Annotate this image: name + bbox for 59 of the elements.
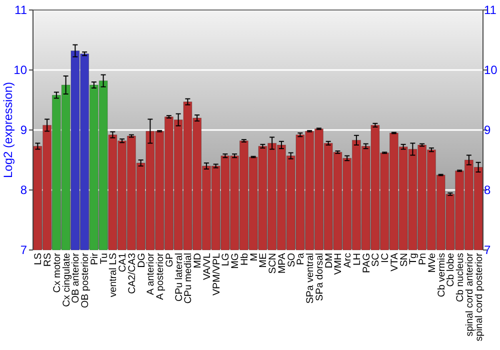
y2-tick-label: 7 [484, 243, 491, 258]
x-tick-label: Cb nucleus [454, 252, 466, 302]
x-tick-label: Pn [417, 253, 428, 265]
x-tick-label: GP [164, 252, 176, 268]
x-tick-label: VA/VL [202, 252, 213, 280]
x-tick-label: VMH [333, 253, 344, 275]
y-tick-label: 10 [14, 63, 28, 78]
x-tick-label: Cx cingulate [61, 252, 72, 307]
x-tick-label: spinal cord anterior [464, 252, 476, 336]
x-tick-label: Tg [408, 253, 420, 264]
x-tick-label: LG [220, 253, 232, 266]
x-tick-label: CA2/CA3 [126, 252, 138, 294]
x-tick-label: CA1 [117, 253, 128, 272]
x-tick-label: SC [370, 253, 382, 267]
x-tick-label: CPu medial [183, 253, 194, 304]
x-tick-label: Hb [239, 252, 250, 266]
x-tick-label: CPu lateral [174, 253, 185, 302]
x-tick-label: Cb vermis [436, 252, 448, 298]
x-tick-label: PAG [361, 253, 372, 273]
x-tick-label: RS [42, 252, 54, 267]
x-tick-label: Tu [98, 253, 110, 264]
x-tick-label: MD [192, 253, 204, 268]
y-tick-label: 9 [20, 123, 28, 138]
x-tick-label: MPA [276, 252, 288, 274]
x-tick-label: LS [33, 252, 44, 265]
x-tick-label: IC [380, 253, 391, 263]
y2-tick-label: 9 [484, 123, 491, 138]
x-tick-label: Cb lobe [446, 252, 457, 287]
x-tick-label: SCN [267, 253, 278, 274]
x-tick-label: SN [398, 253, 410, 267]
x-tick-label: MG [230, 253, 241, 269]
x-tick-label: MVe [426, 252, 438, 273]
y-axis-title: Log2 (expression) [1, 82, 15, 178]
x-tick-label: SPa ventral [304, 253, 316, 304]
x-tick-label: A anterior [146, 252, 157, 295]
x-tick-label: DG [136, 253, 148, 268]
x-tick-label: LH [352, 253, 363, 266]
x-tick-label: spinal cord posterior [474, 252, 485, 342]
x-tick-label: SO [286, 252, 298, 268]
x-tick-label: A posterior [154, 252, 166, 300]
x-tick-label: Cx motor [52, 252, 63, 293]
x-tick-label: ME [258, 252, 270, 268]
x-tick-label: VTA [389, 252, 400, 272]
x-tick-label: Pir [89, 252, 100, 265]
y2-tick-label: 10 [484, 63, 498, 78]
x-tick-label: DM [324, 253, 335, 268]
x-tick-label: Arc [342, 252, 354, 268]
y2-tick-label: 8 [484, 183, 491, 198]
x-tick-label: SPa dorsal [314, 253, 326, 301]
x-tick-label: OB anterior [70, 252, 82, 304]
x-tick-label: Pa [296, 252, 307, 265]
y-tick-label: 8 [20, 183, 28, 198]
x-tick-label: M [248, 253, 260, 262]
y-tick-label: 7 [20, 243, 28, 258]
y2-tick-label: 11 [484, 3, 497, 18]
y-tick-label: 11 [14, 3, 28, 18]
x-tick-label: VPM/VPL [211, 252, 222, 296]
x-tick-label: ventral LS [108, 252, 120, 298]
x-tick-label: OB posterior [80, 252, 91, 308]
